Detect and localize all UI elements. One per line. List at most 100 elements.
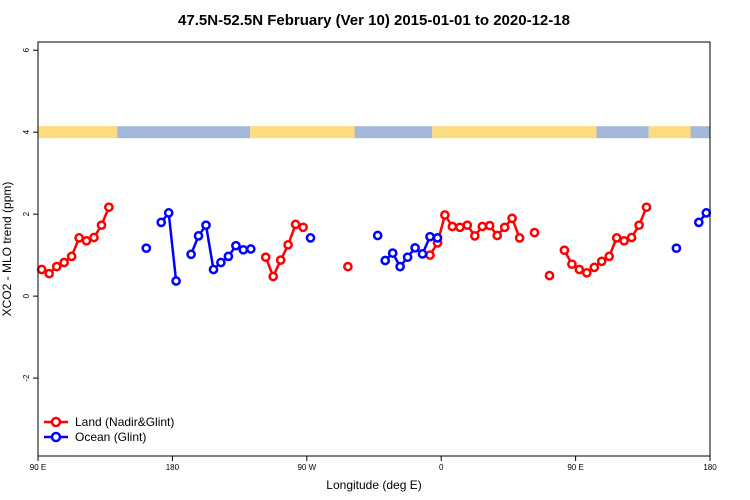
- series-0-point-2-0: [343, 261, 353, 272]
- series-0-point-6-7: [611, 233, 622, 243]
- series-0-point-3-9: [492, 230, 503, 241]
- series-0-point-6-1: [567, 259, 577, 270]
- series-1-point-2-7: [238, 244, 249, 255]
- series-1-point-2-1: [193, 231, 204, 241]
- series-1-point-5-0: [372, 230, 383, 241]
- series-0-point-6-9: [626, 232, 637, 243]
- series-1-point-2-5: [223, 251, 234, 262]
- series-1-point-8-1: [701, 208, 712, 218]
- series-0-point-1-4: [290, 219, 301, 230]
- series-0-point-6-10: [634, 220, 644, 231]
- x-tick-label-0: 90 E: [30, 463, 46, 472]
- series-1-point-6-5: [417, 249, 428, 259]
- legend-land-label: Land (Nadir&Glint): [75, 415, 174, 429]
- series-0-point-3-12: [514, 233, 525, 243]
- series-1-point-6-7: [432, 233, 443, 243]
- series-1-point-2-3: [208, 264, 219, 275]
- series-0-point-3-0: [425, 250, 435, 260]
- series-0-point-0-8: [96, 220, 107, 231]
- y-axis-label: XCO2 - MLO trend (ppm): [0, 182, 14, 317]
- series-0-point-6-0: [559, 245, 570, 256]
- y-tick-label-3: 4: [22, 129, 31, 134]
- chart-title: 47.5N-52.5N February (Ver 10) 2015-01-01…: [178, 12, 570, 29]
- series-0-point-3-5: [462, 220, 473, 231]
- series-0-point-0-9: [104, 202, 114, 213]
- series-0-point-1-5: [298, 222, 308, 233]
- series-0-point-0-2: [51, 261, 62, 272]
- series-0-point-3-11: [507, 213, 517, 224]
- legend-ocean-marker: [50, 431, 62, 443]
- legend-land-marker: [50, 416, 62, 428]
- series-1-point-6-2: [395, 261, 405, 272]
- band-ocean-3: [354, 126, 433, 139]
- series-0-point-1-3: [283, 240, 293, 250]
- series-1-point-2-4: [216, 257, 226, 268]
- series-0-point-3-7: [477, 221, 488, 232]
- series-1-point-3-0: [245, 244, 256, 254]
- series-0-point-3-2: [440, 210, 450, 220]
- series-1-point-6-1: [387, 248, 398, 258]
- series-0-point-6-5: [596, 256, 607, 267]
- legend-ocean-label: Ocean (Glint): [75, 430, 146, 444]
- band-land-6: [648, 126, 691, 139]
- y-tick-label-0: -2: [22, 374, 31, 382]
- series-0-line-0: [41, 206, 111, 275]
- series-1-point-2-0: [186, 249, 196, 260]
- series-1-point-0-0: [141, 243, 152, 254]
- series-0-point-6-11: [641, 202, 652, 213]
- series-1-point-8-0: [693, 217, 704, 228]
- series-0-point-6-6: [604, 251, 615, 262]
- series-0-point-3-6: [469, 231, 480, 241]
- series-0-point-3-4: [455, 222, 465, 233]
- series-0-point-0-3: [59, 257, 69, 268]
- y-tick-label-2: 2: [22, 211, 31, 216]
- series-0-point-1-2: [275, 255, 286, 265]
- x-tick-label-4: 90 E: [567, 463, 583, 472]
- series-0: [36, 202, 652, 282]
- x-tick-label-1: 180: [166, 463, 180, 472]
- series-0-point-0-6: [81, 235, 92, 246]
- x-axis-label: Longitude (deg E): [326, 478, 421, 492]
- series-1-point-2-2: [201, 220, 211, 231]
- band-ocean-1: [117, 126, 251, 139]
- series-0-point-0-7: [89, 232, 99, 243]
- band-land-2: [250, 126, 355, 139]
- series-0-point-5-0: [544, 270, 555, 281]
- series-layer: [36, 202, 712, 286]
- series-1-point-2-6: [231, 240, 241, 251]
- series-1-point-6-0: [380, 255, 391, 266]
- series-0-point-6-3: [581, 267, 592, 278]
- series-0-point-6-8: [619, 235, 629, 246]
- band-ocean-7: [690, 126, 710, 139]
- band-ocean-5: [596, 126, 649, 139]
- series-1-point-1-2: [171, 276, 181, 286]
- legend: Land (Nadir&Glint) Ocean (Glint): [44, 415, 174, 444]
- series-1: [141, 208, 712, 286]
- series-0-point-3-8: [484, 220, 495, 231]
- surface-type-band: [38, 126, 710, 139]
- band-land-0: [38, 126, 118, 139]
- y-tick-label-4: 6: [22, 47, 31, 52]
- series-0-point-3-3: [447, 221, 458, 232]
- series-0-point-6-2: [574, 264, 585, 275]
- series-0-point-4-0: [529, 227, 540, 238]
- band-land-4: [432, 126, 597, 139]
- series-0-point-1-0: [260, 252, 271, 263]
- series-1-point-1-0: [156, 217, 167, 228]
- series-1-point-6-4: [410, 242, 420, 253]
- series-1-point-1-1: [163, 208, 174, 218]
- series-0-point-0-4: [66, 251, 77, 262]
- series-1-point-7-0: [671, 243, 682, 254]
- x-tick-label-5: 180: [703, 463, 717, 472]
- plot-frame: [37, 41, 711, 457]
- series-1-point-6-3: [402, 252, 413, 263]
- y-axis: -2 0 2 4 6: [22, 47, 38, 382]
- series-0-point-1-1: [268, 271, 279, 282]
- series-1-point-6-6: [425, 231, 435, 242]
- series-0-point-0-1: [44, 268, 55, 279]
- y-tick-label-1: 0: [22, 293, 31, 298]
- series-0-point-6-4: [589, 262, 600, 273]
- series-0-line-1: [264, 223, 304, 278]
- series-0-point-0-5: [74, 233, 84, 243]
